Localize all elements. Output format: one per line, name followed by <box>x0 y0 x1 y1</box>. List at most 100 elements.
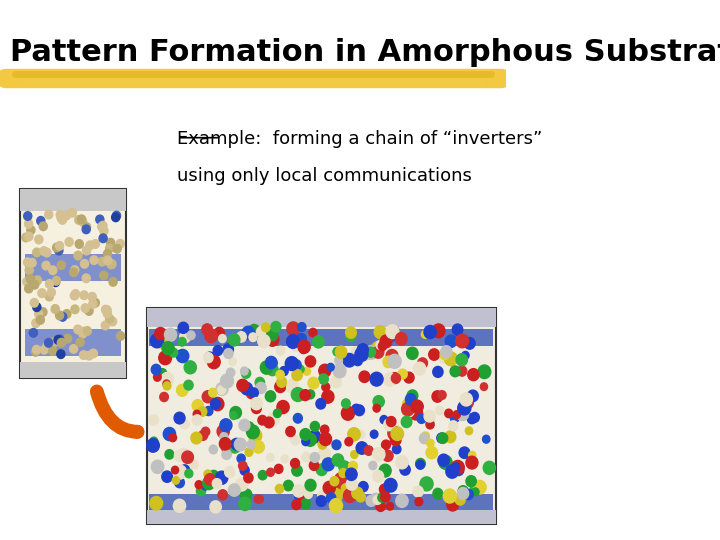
Circle shape <box>154 337 163 346</box>
Circle shape <box>348 428 360 441</box>
Circle shape <box>50 338 58 347</box>
Circle shape <box>70 268 78 276</box>
Circle shape <box>418 358 428 368</box>
Circle shape <box>55 246 63 255</box>
Circle shape <box>291 360 301 370</box>
Circle shape <box>240 465 249 475</box>
Circle shape <box>68 208 76 217</box>
Circle shape <box>395 333 407 345</box>
Circle shape <box>413 362 426 375</box>
Circle shape <box>187 331 195 340</box>
Circle shape <box>85 307 93 315</box>
Circle shape <box>164 328 176 341</box>
Circle shape <box>322 458 334 471</box>
Circle shape <box>271 415 279 422</box>
Circle shape <box>197 486 206 496</box>
Circle shape <box>240 489 252 501</box>
Circle shape <box>301 498 310 509</box>
Circle shape <box>195 481 202 489</box>
Circle shape <box>31 280 39 289</box>
Circle shape <box>102 321 109 330</box>
FancyBboxPatch shape <box>20 189 127 211</box>
Circle shape <box>305 480 316 491</box>
Circle shape <box>359 371 370 382</box>
Circle shape <box>292 465 302 476</box>
Circle shape <box>433 367 443 377</box>
Circle shape <box>330 476 338 486</box>
Circle shape <box>346 478 357 490</box>
Circle shape <box>230 412 237 420</box>
Circle shape <box>163 428 176 441</box>
Circle shape <box>308 377 319 389</box>
Circle shape <box>322 390 334 403</box>
Circle shape <box>293 485 305 497</box>
Circle shape <box>32 346 40 354</box>
Circle shape <box>383 373 396 386</box>
Circle shape <box>33 303 41 312</box>
Circle shape <box>220 419 232 431</box>
Circle shape <box>150 437 158 446</box>
Circle shape <box>305 490 312 498</box>
Circle shape <box>83 222 91 231</box>
Circle shape <box>174 450 185 461</box>
Circle shape <box>191 432 202 444</box>
Circle shape <box>333 364 346 377</box>
Circle shape <box>380 416 388 424</box>
Circle shape <box>352 404 361 414</box>
Circle shape <box>298 340 310 353</box>
Circle shape <box>234 438 246 451</box>
Circle shape <box>40 346 48 354</box>
Circle shape <box>276 370 284 379</box>
Circle shape <box>230 407 241 418</box>
Circle shape <box>284 481 293 491</box>
Circle shape <box>378 493 387 502</box>
Circle shape <box>327 363 334 371</box>
Circle shape <box>372 342 382 352</box>
Circle shape <box>36 315 45 324</box>
Circle shape <box>312 336 324 348</box>
Circle shape <box>246 388 256 399</box>
Circle shape <box>426 420 434 429</box>
Circle shape <box>163 382 171 390</box>
Circle shape <box>373 470 384 482</box>
Circle shape <box>108 260 116 268</box>
Circle shape <box>372 448 385 461</box>
Circle shape <box>387 502 394 510</box>
Circle shape <box>84 327 91 335</box>
Circle shape <box>70 345 78 353</box>
Circle shape <box>218 490 228 500</box>
Circle shape <box>55 241 63 250</box>
Circle shape <box>204 470 212 478</box>
Circle shape <box>212 397 224 411</box>
Circle shape <box>151 460 163 474</box>
Circle shape <box>382 440 390 449</box>
Circle shape <box>32 319 40 327</box>
Circle shape <box>323 481 336 494</box>
Circle shape <box>319 374 328 384</box>
Circle shape <box>222 444 231 454</box>
Circle shape <box>438 433 448 443</box>
FancyBboxPatch shape <box>147 308 496 327</box>
Circle shape <box>180 465 190 476</box>
Circle shape <box>39 222 48 231</box>
Circle shape <box>23 278 31 286</box>
Circle shape <box>458 401 471 415</box>
Circle shape <box>80 327 88 336</box>
Circle shape <box>275 484 284 493</box>
Circle shape <box>216 383 228 395</box>
Circle shape <box>209 388 217 397</box>
Circle shape <box>204 407 213 416</box>
Circle shape <box>63 211 71 220</box>
Circle shape <box>266 468 274 476</box>
Circle shape <box>454 464 464 476</box>
Circle shape <box>439 355 447 363</box>
Circle shape <box>225 467 235 477</box>
Circle shape <box>43 341 51 349</box>
FancyArrowPatch shape <box>96 392 138 432</box>
Circle shape <box>254 495 262 503</box>
Circle shape <box>248 325 260 336</box>
Circle shape <box>217 425 229 438</box>
Circle shape <box>345 437 353 446</box>
Circle shape <box>258 335 270 348</box>
Circle shape <box>223 344 233 355</box>
